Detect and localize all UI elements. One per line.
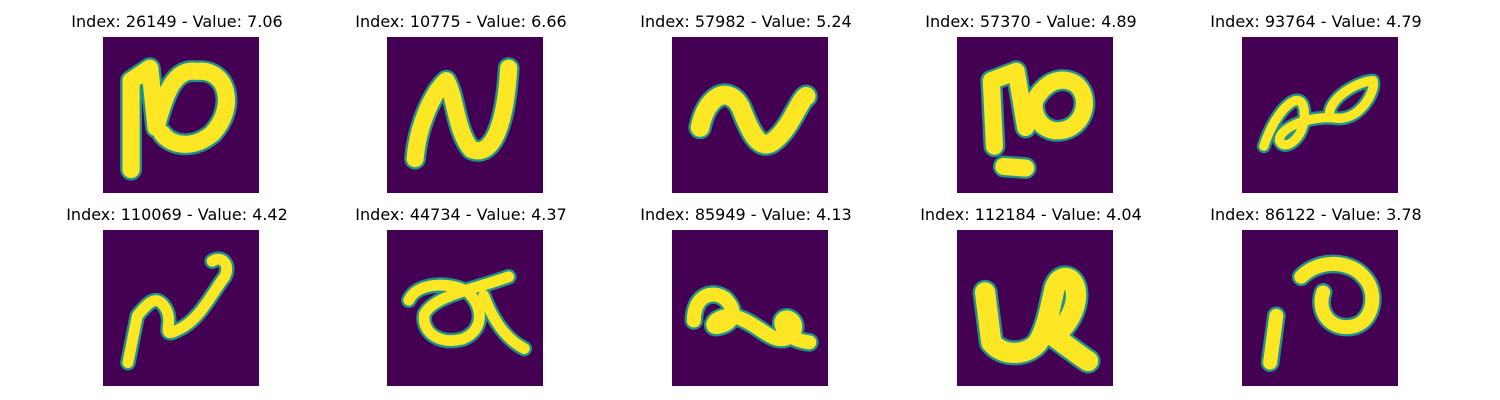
image-panel: Index: 57370 - Value: 4.89: [881, 0, 1181, 193]
glyph-stroke: [686, 287, 817, 350]
panel-title: Index: 112184 - Value: 4.04: [920, 205, 1142, 224]
image-background: [387, 230, 543, 386]
glyph-image: [387, 230, 543, 386]
glyph-image: [672, 37, 828, 193]
image-panel: Index: 86122 - Value: 3.78: [1166, 193, 1466, 386]
glyph-image: [1242, 230, 1398, 386]
glyph-image: [103, 37, 259, 193]
image-panel: Index: 44734 - Value: 4.37: [311, 193, 611, 386]
glyph-stroke: [403, 271, 530, 355]
glyph-stroke: [122, 59, 235, 179]
image-panel: Index: 85949 - Value: 4.13: [596, 193, 896, 386]
image-panel: Index: 26149 - Value: 7.06: [27, 0, 327, 193]
image-panel: Index: 110069 - Value: 4.42: [27, 193, 327, 386]
glyph-image: [957, 230, 1113, 386]
glyph-stroke: [982, 62, 1093, 177]
image-panel: Index: 93764 - Value: 4.79: [1166, 0, 1466, 193]
panel-title: Index: 86122 - Value: 3.78: [1210, 205, 1422, 224]
panel-title: Index: 57370 - Value: 4.89: [925, 12, 1137, 31]
panel-title: Index: 85949 - Value: 4.13: [640, 205, 852, 224]
panel-title: Index: 57982 - Value: 5.24: [640, 12, 852, 31]
panel-title: Index: 10775 - Value: 6.66: [355, 12, 567, 31]
glyph-stroke: [122, 253, 233, 369]
image-panel: Index: 57982 - Value: 5.24: [596, 0, 896, 193]
panel-title: Index: 110069 - Value: 4.42: [66, 205, 288, 224]
glyph-stroke: [406, 59, 518, 168]
glyph-image: [672, 230, 828, 386]
glyph-image: [103, 230, 259, 386]
glyph-image: [957, 37, 1113, 193]
panel-title: Index: 26149 - Value: 7.06: [71, 12, 283, 31]
image-panel: Index: 112184 - Value: 4.04: [881, 193, 1181, 386]
panel-title: Index: 93764 - Value: 4.79: [1210, 12, 1422, 31]
glyph-image: [387, 37, 543, 193]
image-panel: Index: 10775 - Value: 6.66: [311, 0, 611, 193]
glyph-stroke: [1263, 256, 1380, 370]
glyph-image: [1242, 37, 1398, 193]
glyph-stroke: [974, 267, 1099, 372]
panel-title: Index: 44734 - Value: 4.37: [355, 205, 567, 224]
glyph-stroke: [1259, 76, 1379, 151]
glyph-stroke: [690, 85, 816, 154]
